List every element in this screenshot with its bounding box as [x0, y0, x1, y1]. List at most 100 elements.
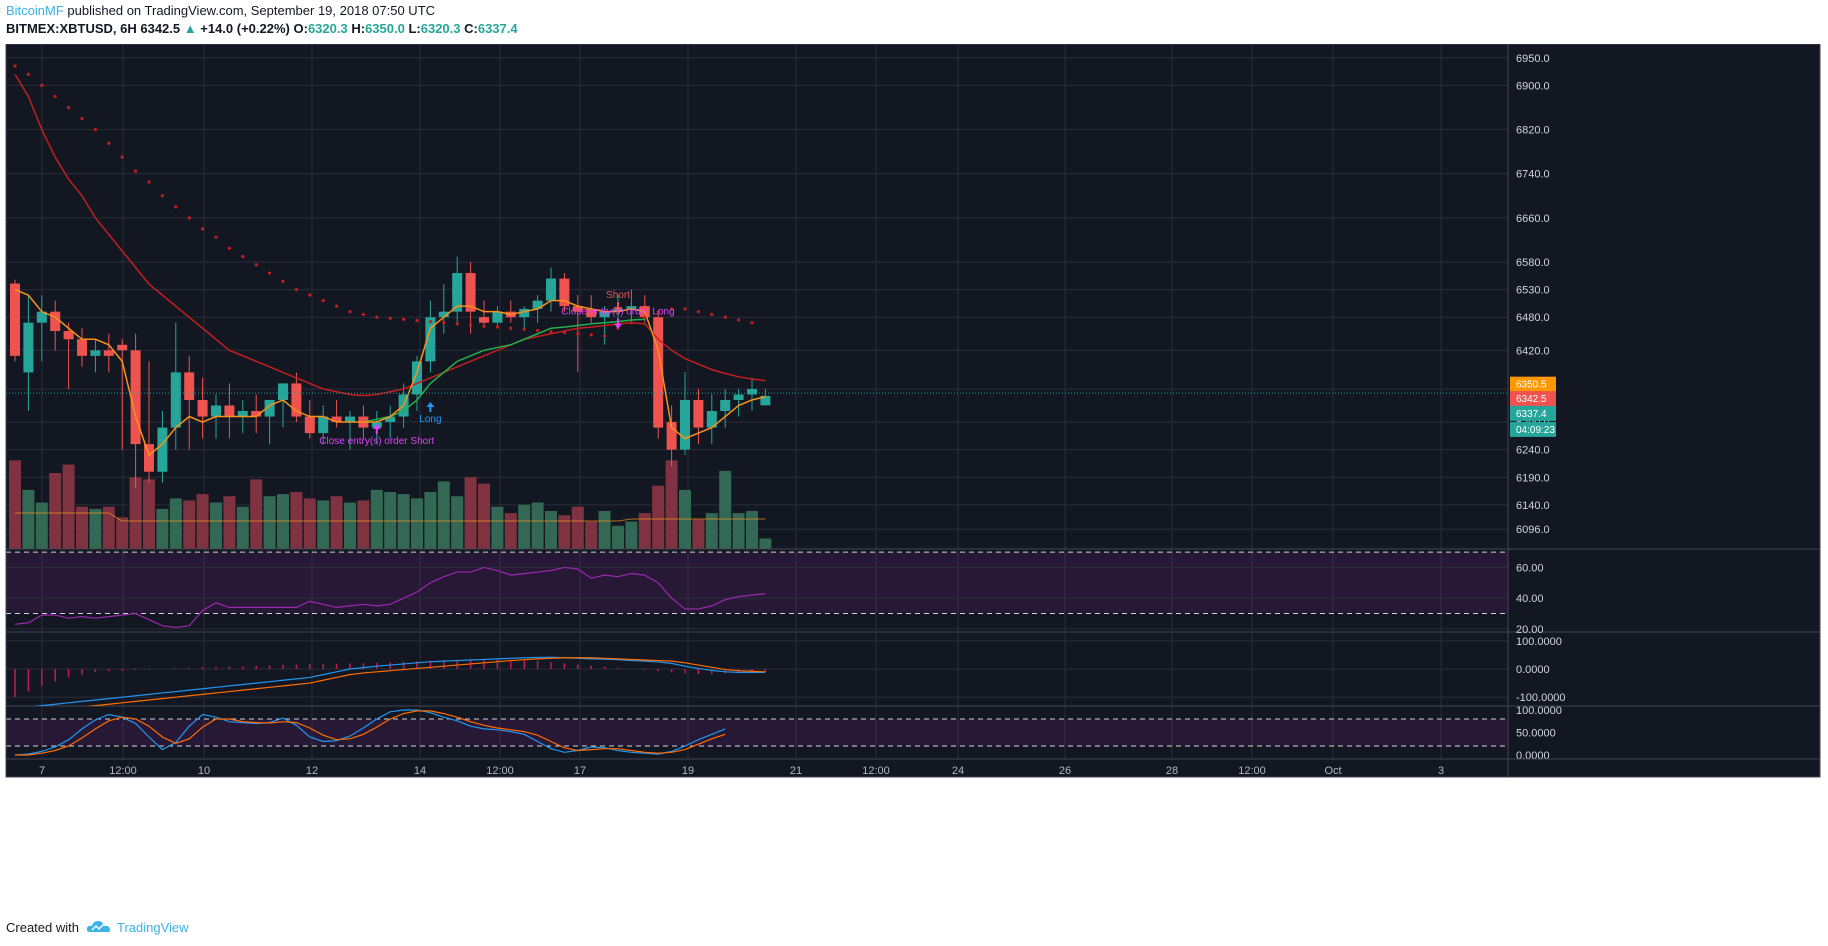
y-tick-label: 50.0000: [1516, 728, 1556, 740]
candle-body: [291, 383, 302, 417]
candle-body: [184, 372, 195, 400]
price-label-box: [1510, 376, 1556, 392]
x-tick-label: 24: [952, 765, 964, 777]
arrow-down-icon: [614, 302, 622, 313]
candle-body: [452, 273, 463, 312]
y-tick-label: 6140.0: [1516, 500, 1550, 512]
candle-body: [412, 361, 422, 395]
psar-dot: [107, 141, 111, 145]
candle-body: [425, 317, 436, 362]
volume-bar: [129, 477, 142, 549]
y-tick-label: 6096.0: [1516, 524, 1550, 536]
x-tick-label: Oct: [1324, 765, 1341, 777]
psar-dot: [281, 279, 285, 283]
volume-bar: [76, 506, 88, 549]
tradingview-brand[interactable]: TradingView: [117, 920, 189, 935]
candle-body: [90, 350, 101, 356]
y-tick-label: 60.00: [1516, 562, 1544, 574]
price-label-box: [1510, 421, 1556, 437]
volume-bar: [692, 519, 705, 549]
candle-body: [519, 308, 530, 318]
y-tick-label: 6950.0: [1516, 53, 1550, 65]
y-tick-label: 6580.0: [1516, 257, 1550, 269]
volume-bar: [263, 496, 276, 549]
candle-body: [63, 330, 74, 340]
volume-bar: [504, 513, 517, 549]
price-label-text: 6337.4: [1516, 409, 1547, 420]
author-link[interactable]: BitcoinMF: [6, 3, 64, 18]
candle-body: [385, 416, 396, 423]
psar-dot: [147, 180, 151, 184]
candle-body: [36, 311, 47, 323]
price-change: +14.0 (+0.22%): [200, 21, 290, 36]
volume-bar: [49, 473, 62, 549]
volume-bar: [344, 502, 356, 549]
volume-bar: [62, 464, 75, 549]
macd-signal-line: [86, 657, 766, 706]
published-text: published on TradingView.com, September …: [67, 3, 436, 18]
candle-body: [479, 317, 489, 323]
ema-slow-line: [363, 318, 645, 423]
last-price: 6342.5: [140, 21, 181, 36]
low-label: L:: [408, 21, 421, 36]
psar-dot: [321, 299, 325, 303]
volume-bar: [370, 489, 383, 549]
arrow-down-icon: [614, 318, 622, 329]
candle-body: [50, 311, 61, 331]
volume-bar: [236, 506, 249, 549]
psar-dot: [469, 323, 473, 327]
candle-body: [693, 399, 704, 428]
candle-body: [224, 405, 235, 417]
volume-bar: [719, 470, 732, 549]
psar-dot: [536, 328, 540, 333]
volume-ma-line: [15, 512, 766, 522]
y-tick-label: 6190.0: [1516, 472, 1550, 484]
candle-body: [626, 306, 637, 309]
close-label: C:: [464, 21, 478, 36]
volume-bar: [156, 508, 169, 549]
psar-dot: [187, 216, 191, 220]
volume-bar: [397, 494, 410, 549]
volume-bar: [531, 502, 544, 549]
rsi-line: [14, 566, 766, 628]
volume-bar: [183, 500, 196, 549]
psar-dot: [241, 254, 245, 259]
chart-area[interactable]: 7 12:00 10 12 14 12:00 17 19 21 12:00 24 26 28 12:00 O…: [0, 44, 1828, 910]
candle-body: [10, 283, 20, 356]
macd-line: [32, 656, 766, 706]
volume-bar: [330, 496, 343, 549]
candle-body: [653, 317, 664, 428]
psar-dot: [308, 293, 312, 297]
volume-bar: [169, 498, 182, 549]
signal-label: Close entry(s) order Short: [319, 436, 434, 447]
signal-label: Long: [419, 414, 441, 425]
y-tick-label: 6420.0: [1516, 345, 1550, 357]
volume-bar: [491, 506, 504, 549]
created-with-text: Created with: [6, 920, 79, 935]
volume-bar: [464, 477, 477, 549]
psar-dot: [442, 321, 446, 325]
psar-dot: [656, 310, 660, 314]
psar-dot: [603, 334, 607, 338]
ma-long-line: [14, 73, 766, 397]
cloud-logo-icon[interactable]: [86, 918, 112, 936]
high-value: 6350.0: [365, 21, 405, 36]
psar-dot: [120, 155, 124, 159]
close-value: 6337.4: [477, 21, 518, 36]
volume-bar: [518, 504, 531, 549]
psar-dot: [750, 321, 754, 325]
psar-dot: [254, 263, 258, 267]
x-tick-label: 10: [198, 765, 210, 777]
volume-bar: [357, 500, 370, 549]
psar-dot: [388, 316, 392, 320]
y-tick-label: 6820.0: [1516, 125, 1550, 137]
candle-body: [666, 422, 677, 450]
candle-body: [345, 416, 355, 423]
y-tick-label: 6660.0: [1516, 213, 1550, 225]
candle-body: [532, 300, 543, 309]
volume-bar: [732, 513, 745, 549]
volume-bar: [451, 496, 464, 549]
symbol-name[interactable]: BITMEX:XBTUSD, 6H: [6, 21, 137, 36]
candle-body: [264, 399, 275, 417]
candle-body: [278, 383, 288, 400]
